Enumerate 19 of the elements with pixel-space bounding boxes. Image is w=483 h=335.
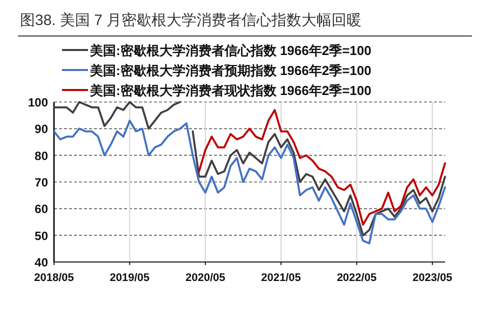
y-tick-label: 90 — [34, 122, 48, 136]
y-tick-label: 70 — [34, 176, 48, 190]
x-tick-label: 2021/05 — [261, 272, 301, 284]
x-tick-label: 2018/05 — [34, 272, 74, 284]
x-tick-label: 2020/05 — [185, 272, 226, 284]
y-tick-label: 60 — [34, 202, 48, 216]
legend-label: 美国:密歇根大学消费者预期指数 1966年2季=100 — [89, 63, 372, 78]
x-tick-label: 2023/05 — [412, 272, 452, 284]
y-tick-label: 50 — [34, 228, 48, 243]
y-tick-label: 40 — [34, 256, 48, 270]
y-tick-label: 100 — [28, 96, 48, 110]
line-series — [198, 109, 446, 226]
x-tick-label: 2022/05 — [336, 272, 377, 284]
chart-title: 图38. 美国 7 月密歇根大学消费者信心指数大幅回暖 — [20, 12, 362, 29]
line-series — [54, 120, 446, 244]
x-tick-label: 2019/05 — [110, 272, 150, 284]
y-tick-label: 80 — [34, 148, 48, 163]
legend-label: 美国:密歇根大学消费者信心指数 1966年2季=100 — [89, 43, 372, 58]
legend-label: 美国:密歇根大学消费者现状指数 1966年2季=100 — [89, 83, 372, 98]
